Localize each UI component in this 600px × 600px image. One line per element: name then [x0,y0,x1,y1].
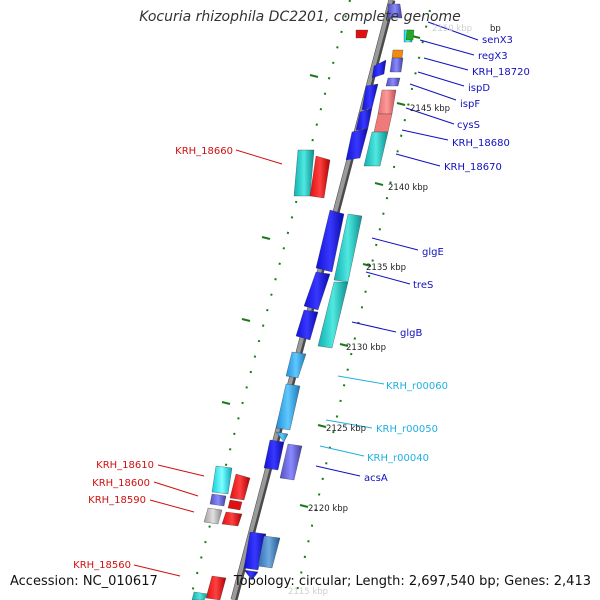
gene-treS-arrow [303,271,331,311]
gene-KRH_18680 [373,113,393,133]
gene-KRH_18660-b [309,155,331,199]
right-leader-lines [315,21,479,477]
label-ispF: ispF [460,99,480,110]
gene-lower-3 [243,569,259,581]
gene-KRH_r00050 [275,383,301,431]
gene-cysS [377,89,397,115]
gene-ispD [389,57,404,73]
gene-KRH_18610 [211,465,233,495]
label-acsA: acsA [364,473,388,484]
gene-lower-2 [257,535,281,569]
right-gene-labels: senX3 regX3 KRH_18720 ispD ispF cysS KRH… [364,35,530,484]
gene-KRH_18610-red [229,473,251,501]
label-KRH_18720: KRH_18720 [472,67,530,78]
gene-acsA-arrow [263,439,285,471]
label-senX3: senX3 [482,35,513,46]
gene-KRH_r00060 [285,351,307,379]
label-cysS: cysS [457,120,480,131]
gene-acsA [279,443,303,481]
label-regX3: regX3 [478,51,508,62]
gene-glgE-arrow [315,209,345,273]
gene-KRH_18590-red [221,511,243,527]
genome-title: Kocuria rhizophila DC2201, complete geno… [139,9,461,25]
label-KRH_18680: KRH_18680 [452,138,510,149]
ruler-label-2120: 2120 kbp [308,504,348,514]
ruler-label-top-faint: 2150 kbp [432,24,472,34]
accession-label: Accession: NC_010617 [10,574,158,589]
ruler-labels: bp 2150 kbp 2145 kbp 2140 kbp 2135 kbp 2… [288,24,501,597]
gene-KRH_r00040-tip [275,431,289,443]
label-KRH_r00040: KRH_r00040 [367,453,429,464]
gene-glgB-arrow [295,309,319,341]
label-ispD: ispD [468,83,490,94]
gene-bottom-teal [191,591,209,600]
label-KRH_18590: KRH_18590 [88,495,146,506]
right-strand-genes [243,3,415,581]
label-KRH_18670: KRH_18670 [444,162,502,173]
label-KRH_r00050: KRH_r00050 [376,424,438,435]
gene-KRH_18680-arrow [355,107,373,131]
gene-KRH_18670-arrow [345,127,369,161]
gene-ispF [385,77,401,87]
ruler-label-2145: 2145 kbp [410,104,450,114]
gene-treS [317,281,349,349]
label-glgB: glgB [400,328,422,339]
gene-KRH_18600-red [227,499,243,511]
gene-top-red [355,29,369,39]
label-treS: treS [413,280,433,291]
label-glgE: glgE [422,247,444,258]
gene-KRH_18590 [203,507,223,525]
gene-KRH_18600 [209,493,227,507]
gene-KRH_18720 [391,49,404,59]
left-strand-genes [191,29,369,600]
ruler-label-2130: 2130 kbp [346,343,386,353]
ruler-label-2135: 2135 kbp [366,263,406,273]
gene-lower-1 [243,531,267,571]
ruler-label-2140: 2140 kbp [388,183,428,193]
gene-ispF-arrow [371,59,387,79]
gene-cysS-arrow [361,83,379,111]
ruler-label-bottom-faint: 2115 kbp [288,587,328,597]
label-KRH_18600: KRH_18600 [92,478,150,489]
gene-regX3b [405,29,415,41]
label-KRH_18560: KRH_18560 [73,560,131,571]
ruler-label-partial-bp: bp [490,24,501,34]
left-leader-lines [133,149,283,577]
ruler-label-2125: 2125 kbp [326,424,366,434]
left-gene-labels: KRH_18660 KRH_18610 KRH_18600 KRH_18590 … [73,146,233,571]
label-KRH_18610: KRH_18610 [96,460,154,471]
gene-KRH_18560 [205,575,227,600]
gene-KRH_18670 [363,131,389,167]
label-KRH_18660: KRH_18660 [175,146,233,157]
gene-senX3 [387,3,403,19]
label-KRH_r00060: KRH_r00060 [386,381,448,392]
right-leader-lines-rrna [319,375,385,457]
topology-summary: Topology: circular; Length: 2,697,540 bp… [233,574,591,589]
